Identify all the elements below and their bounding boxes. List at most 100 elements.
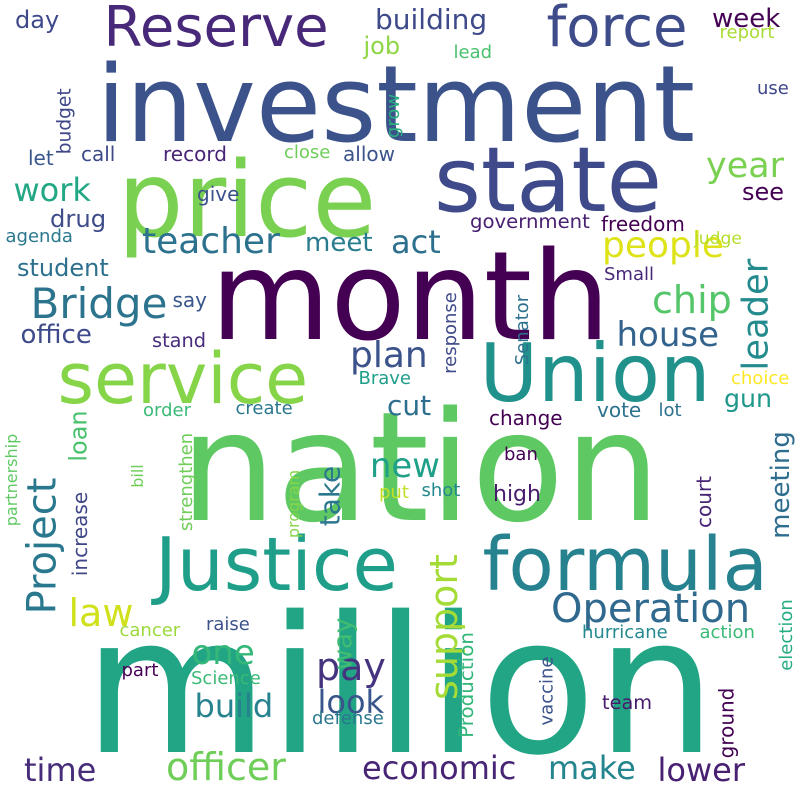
word-say: say — [172, 288, 208, 312]
word-freedom: freedom — [601, 212, 685, 236]
word-job: job — [363, 32, 401, 60]
word-order: order — [143, 400, 191, 421]
word-operation: Operation — [551, 586, 751, 632]
word-gun: gun — [724, 383, 773, 413]
word-officer: officer — [166, 745, 286, 789]
word-pay: pay — [316, 645, 386, 689]
word-court: court — [691, 476, 716, 528]
word-ban: ban — [504, 444, 538, 465]
word-vaccine: vaccine — [535, 656, 557, 726]
word-election: election — [775, 599, 797, 671]
word-service: service — [57, 338, 309, 420]
word-government: government — [470, 210, 590, 233]
word-act: act — [391, 223, 441, 261]
word-stand: stand — [152, 328, 207, 352]
word-build: build — [194, 687, 274, 725]
word-program: program — [284, 469, 304, 539]
word-defense: defense — [312, 708, 384, 729]
word-see: see — [742, 178, 785, 206]
word-bridge: Bridge — [30, 279, 168, 328]
word-one: one — [191, 633, 255, 673]
word-high: high — [493, 482, 541, 507]
word-look: look — [317, 683, 385, 721]
word-leader: leader — [735, 258, 777, 371]
word-partnership: partnership — [2, 433, 22, 527]
word-put: put — [379, 482, 409, 503]
word-response: response — [439, 292, 461, 374]
word-agenda: agenda — [5, 226, 73, 247]
word-day: day — [15, 6, 60, 34]
word-shot: shot — [421, 480, 461, 501]
word-reserve: Reserve — [103, 0, 329, 60]
word-raise: raise — [206, 614, 250, 635]
word-office: office — [20, 320, 92, 350]
word-people: people — [602, 225, 725, 266]
word-judge: judge — [694, 228, 742, 249]
word-bill: bill — [127, 464, 147, 488]
word-ground: ground — [713, 687, 738, 759]
word-take: take — [312, 465, 346, 527]
word-call: call — [81, 142, 116, 166]
word-senator: Senator — [512, 294, 534, 366]
word-brave: Brave — [358, 368, 412, 389]
word-work: work — [13, 171, 91, 209]
word-week: week — [712, 4, 781, 34]
word-plan: plan — [350, 335, 428, 376]
word-economic: economic — [362, 749, 517, 787]
word-create: create — [235, 398, 293, 419]
word-way: way — [327, 617, 358, 671]
word-science: Science — [191, 668, 261, 689]
word-meet: meet — [305, 228, 373, 258]
word-increase: increase — [68, 491, 93, 577]
word-law: law — [68, 591, 134, 635]
word-cut: cut — [387, 389, 432, 422]
word-state: state — [434, 128, 662, 233]
word-meeting: meeting — [765, 431, 796, 539]
word-million: million — [83, 576, 717, 797]
word-loan: loan — [64, 410, 93, 462]
word-union: Union — [479, 327, 711, 420]
word-change: change — [489, 406, 563, 430]
word-student: student — [17, 254, 109, 282]
word-new: new — [370, 446, 440, 485]
word-house: house — [616, 315, 720, 355]
word-formula: formula — [482, 522, 768, 608]
word-strengthen: strengthen — [176, 432, 198, 532]
word-month: month — [210, 225, 610, 369]
word-teacher: teacher — [142, 221, 280, 262]
word-choice: choice — [731, 368, 790, 389]
word-year: year — [706, 145, 785, 186]
word-budget: budget — [54, 87, 76, 154]
word-production: Production — [455, 632, 478, 738]
word-vote: vote — [597, 398, 642, 422]
word-time: time — [24, 751, 97, 789]
word-investment: investment — [96, 43, 696, 166]
word-drug: drug — [50, 204, 107, 233]
word-cancer: cancer — [119, 620, 181, 641]
word-building: building — [375, 3, 488, 36]
word-lower: lower — [657, 751, 745, 789]
word-small: Small — [604, 264, 654, 285]
word-allow: allow — [343, 142, 395, 166]
word-make: make — [548, 749, 636, 787]
word-justice: Justice — [155, 522, 399, 608]
word-grow: grow — [383, 93, 405, 139]
word-project: Project — [18, 477, 65, 615]
word-hurricane: hurricane — [582, 622, 668, 643]
word-record: record — [163, 142, 227, 166]
word-report: report — [719, 22, 775, 43]
word-give: give — [197, 182, 240, 206]
word-use: use — [757, 78, 789, 99]
word-force: force — [546, 0, 688, 60]
word-action: action — [699, 622, 755, 643]
word-price: price — [117, 139, 377, 261]
word-chip: chip — [652, 278, 732, 322]
word-close: close — [284, 142, 331, 163]
word-let: let — [28, 146, 54, 170]
word-nation: nation — [180, 379, 661, 556]
word-lead: lead — [453, 42, 493, 63]
word-lot: lot — [658, 400, 682, 421]
word-team: team — [602, 690, 653, 714]
word-part: part — [121, 660, 159, 681]
